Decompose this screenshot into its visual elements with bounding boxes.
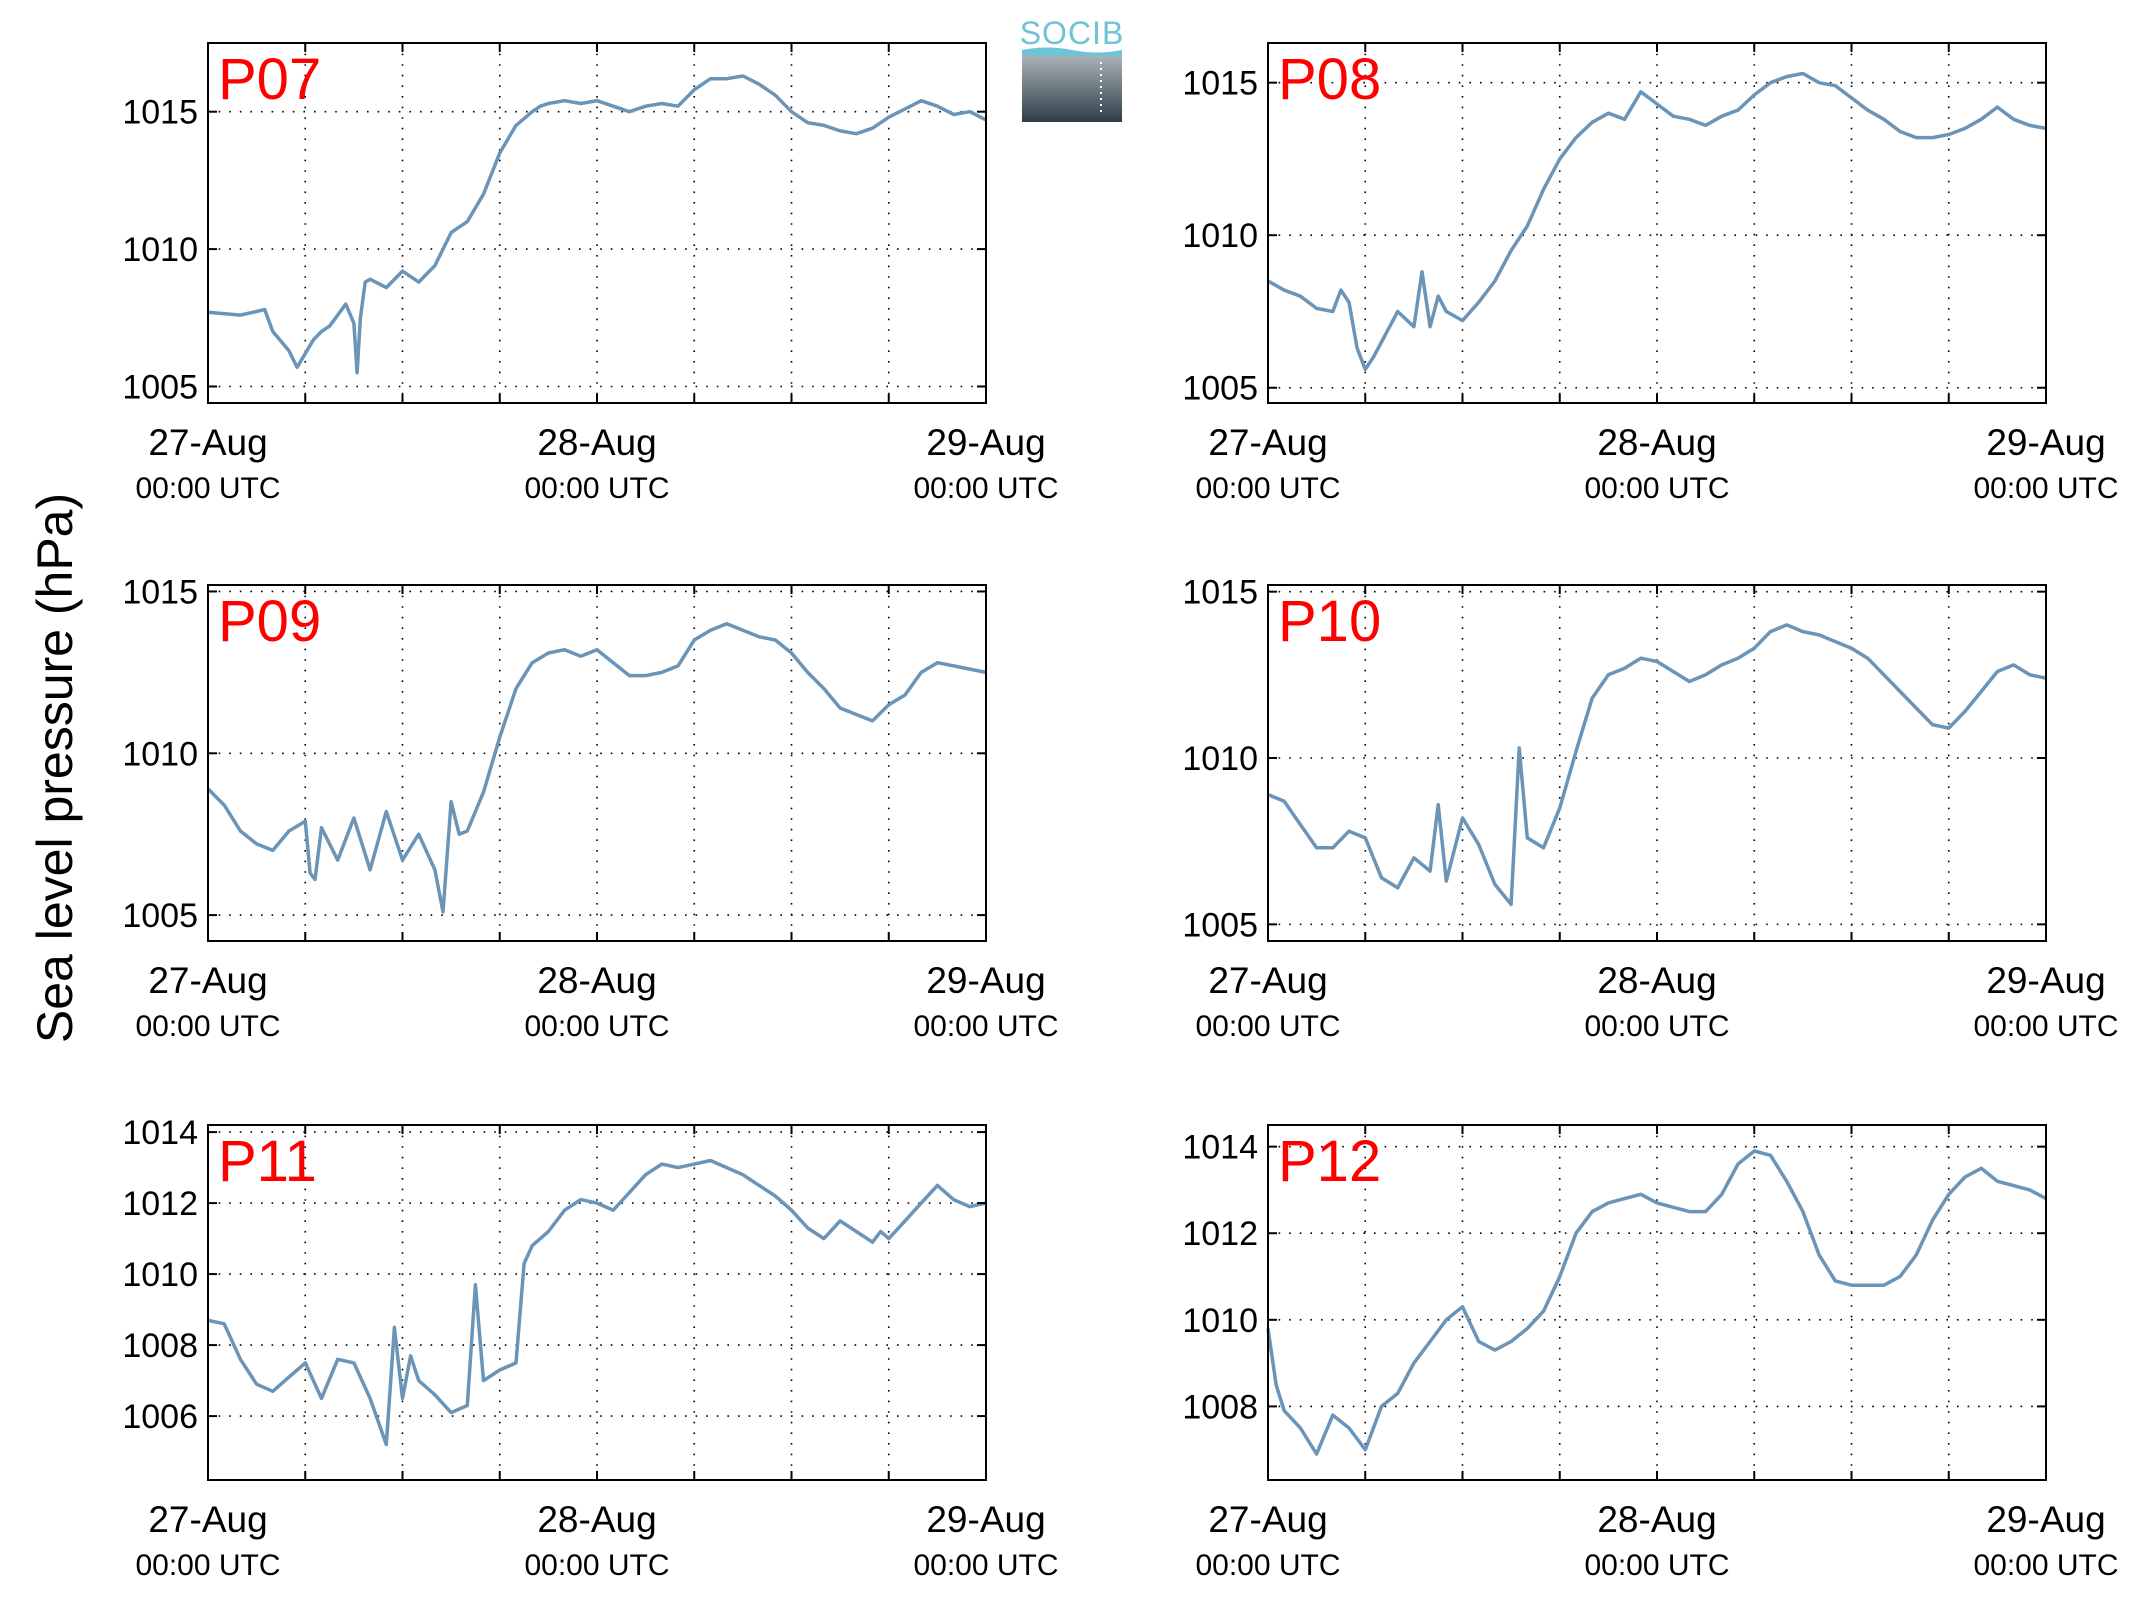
x-tick-label-date: 28-Aug <box>1597 960 1716 1001</box>
y-tick-label: 1010 <box>122 231 198 269</box>
y-tick-label: 1012 <box>1182 1215 1258 1253</box>
x-tick-label-time: 00:00 UTC <box>1195 472 1340 505</box>
x-tick-label-date: 28-Aug <box>1597 422 1716 463</box>
series-line-p11 <box>207 1158 987 1447</box>
series-line-p07 <box>207 74 987 375</box>
y-tick-label: 1008 <box>1182 1388 1258 1426</box>
panel-p08: 1005 1010 1015 27-Aug 00:00 UTC 28-Aug 00:00 U… <box>1182 42 2119 505</box>
x-tick-label-time: 00:00 UTC <box>524 1010 669 1043</box>
x-tick-label-time: 00:00 UTC <box>524 472 669 505</box>
panels: 1005 1010 1015 27-Aug 00:00 UTC 28-Aug 00:00 U… <box>122 42 2119 1582</box>
x-tick-label-time: 00:00 UTC <box>1973 1549 2118 1582</box>
y-tick-label: 1010 <box>1182 1302 1258 1340</box>
y-tick-label: 1010 <box>122 1256 198 1294</box>
x-tick-label-date: 28-Aug <box>1597 1499 1716 1540</box>
x-tick-label-time: 00:00 UTC <box>913 1549 1058 1582</box>
y-tick-label: 1015 <box>1182 574 1258 612</box>
x-tick-label-time: 00:00 UTC <box>913 472 1058 505</box>
logo-block <box>1022 56 1122 122</box>
x-tick-label-date: 27-Aug <box>1208 1499 1327 1540</box>
y-tick-label: 1005 <box>122 369 198 407</box>
panel-title: P09 <box>218 589 321 654</box>
y-tick-label: 1005 <box>1182 906 1258 944</box>
x-tick-label-time: 00:00 UTC <box>913 1010 1058 1043</box>
x-tick-label-date: 29-Aug <box>1986 422 2105 463</box>
x-tick-label-date: 29-Aug <box>1986 1499 2105 1540</box>
panel-title: P08 <box>1278 47 1381 112</box>
y-tick-label: 1005 <box>122 897 198 935</box>
y-tick-label: 1008 <box>122 1327 198 1365</box>
y-tick-label: 1014 <box>1182 1129 1258 1167</box>
x-tick-label-time: 00:00 UTC <box>1973 1010 2118 1043</box>
panel-title: P11 <box>218 1129 317 1194</box>
x-tick-label-time: 00:00 UTC <box>1584 1549 1729 1582</box>
x-tick-label-date: 29-Aug <box>926 422 1045 463</box>
panel-title: P12 <box>1278 1129 1381 1194</box>
y-tick-label: 1015 <box>122 94 198 132</box>
y-tick-label: 1014 <box>122 1114 198 1152</box>
x-tick-label-date: 29-Aug <box>1986 960 2105 1001</box>
y-tick-label: 1012 <box>122 1185 198 1223</box>
y-tick-label: 1015 <box>1182 65 1258 103</box>
series-line-p09 <box>206 622 987 914</box>
x-tick-label-time: 00:00 UTC <box>1584 1010 1729 1043</box>
panel-p09: 1005 1010 1015 27-Aug 00:00 UTC 28-Aug 00:00 U… <box>122 573 1058 1043</box>
x-tick-label-date: 27-Aug <box>148 422 267 463</box>
x-tick-label-time: 00:00 UTC <box>524 1549 669 1582</box>
series-line-p10 <box>1267 623 2047 907</box>
panel-title: P10 <box>1278 589 1381 654</box>
panel-p11: 1006 1008 1010 1012 1014 27-Aug 00:00 UTC 28-Au… <box>122 1114 1058 1582</box>
panel-title: P07 <box>218 47 321 112</box>
panel-p10: 1005 1010 1015 27-Aug 00:00 UTC 28-Aug 00:00 U… <box>1182 574 2118 1043</box>
x-tick-label-date: 27-Aug <box>148 960 267 1001</box>
y-tick-label: 1006 <box>122 1398 198 1436</box>
x-tick-label-time: 00:00 UTC <box>1973 472 2118 505</box>
x-tick-label-time: 00:00 UTC <box>1195 1549 1340 1582</box>
x-tick-label-time: 00:00 UTC <box>1195 1010 1340 1043</box>
logo-wave <box>1022 47 1122 58</box>
x-tick-label-date: 28-Aug <box>537 960 656 1001</box>
y-axis-label: Sea level pressure (hPa) <box>27 493 83 1043</box>
x-tick-label-date: 28-Aug <box>537 422 656 463</box>
x-tick-label-time: 00:00 UTC <box>1584 472 1729 505</box>
y-tick-label: 1010 <box>122 735 198 773</box>
panel-p12: 1008 1010 1012 1014 27-Aug 00:00 UTC 28-Aug 00:… <box>1182 1124 2119 1582</box>
panel-p07: 1005 1010 1015 27-Aug 00:00 UTC 28-Aug 00:00 U… <box>122 42 1059 505</box>
y-tick-label: 1015 <box>122 573 198 611</box>
x-tick-label-date: 29-Aug <box>926 960 1045 1001</box>
x-tick-label-time: 00:00 UTC <box>135 472 280 505</box>
x-tick-label-date: 27-Aug <box>1208 422 1327 463</box>
x-tick-label-time: 00:00 UTC <box>135 1010 280 1043</box>
series-line-p12 <box>1266 1149 2047 1456</box>
y-tick-label: 1010 <box>1182 217 1258 255</box>
x-tick-label-date: 28-Aug <box>537 1499 656 1540</box>
x-tick-label-date: 27-Aug <box>1208 960 1327 1001</box>
x-tick-label-time: 00:00 UTC <box>135 1549 280 1582</box>
socib-logo: SOCIB <box>1020 15 1125 122</box>
x-tick-label-date: 29-Aug <box>926 1499 1045 1540</box>
y-tick-label: 1005 <box>1182 370 1258 408</box>
y-tick-label: 1010 <box>1182 740 1258 778</box>
socib-logo-text: SOCIB <box>1020 15 1125 51</box>
series-line-p08 <box>1267 71 2047 372</box>
x-tick-label-date: 27-Aug <box>148 1499 267 1540</box>
